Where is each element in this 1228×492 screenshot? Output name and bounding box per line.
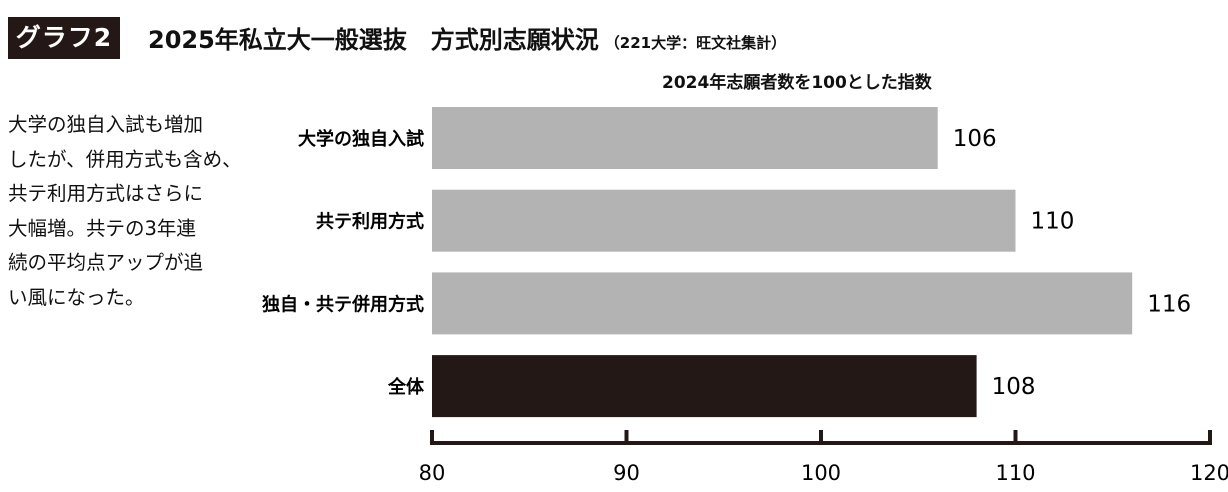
category-label: 共テ利用方式 [316, 211, 424, 233]
bar [432, 107, 938, 169]
x-tick-label: 90 [613, 461, 640, 485]
axis-unit-label: 2024年志願者数を100とした指数 [662, 73, 932, 93]
value-label: 110 [1031, 209, 1075, 235]
chart-title: 2025年私立大一般選抜 方式別志願状況 （221大学：旺文社集計） [148, 20, 786, 55]
value-label: 106 [953, 126, 997, 152]
lead-line: したが、併用方式も含め、 [8, 147, 242, 171]
chart-source: （221大学：旺文社集計） [604, 34, 787, 52]
lead-paragraph: 大学の独自入試も増加 したが、併用方式も含め、 共テ利用方式はさらに 大幅増。共… [8, 108, 242, 315]
figure-badge: グラフ2 [8, 17, 120, 59]
bar [432, 189, 1016, 252]
category-label: 大学の独自入試 [298, 128, 424, 150]
category-label: 独自・共テ併用方式 [262, 293, 424, 315]
x-tick-label: 110 [995, 461, 1035, 485]
category-label: 全体 [387, 376, 425, 398]
chart-title-text: 2025年私立大一般選抜 方式別志願状況 [148, 26, 599, 54]
value-label: 108 [992, 374, 1036, 400]
lead-line: い風になった。 [8, 285, 145, 309]
value-label: 116 [1147, 291, 1191, 317]
x-tick-label: 80 [419, 461, 446, 485]
lead-line: 大幅増。共テの3年連 [8, 216, 196, 240]
lead-line: 共テ利用方式はさらに [8, 182, 204, 205]
lead-line: 大学の独自入試も増加 [8, 113, 204, 136]
lead-line: 続の平均点アップが追 [8, 251, 204, 274]
bar [432, 355, 977, 418]
x-tick-label: 120 [1190, 461, 1228, 485]
bar [432, 272, 1133, 335]
x-tick-label: 100 [801, 461, 841, 485]
